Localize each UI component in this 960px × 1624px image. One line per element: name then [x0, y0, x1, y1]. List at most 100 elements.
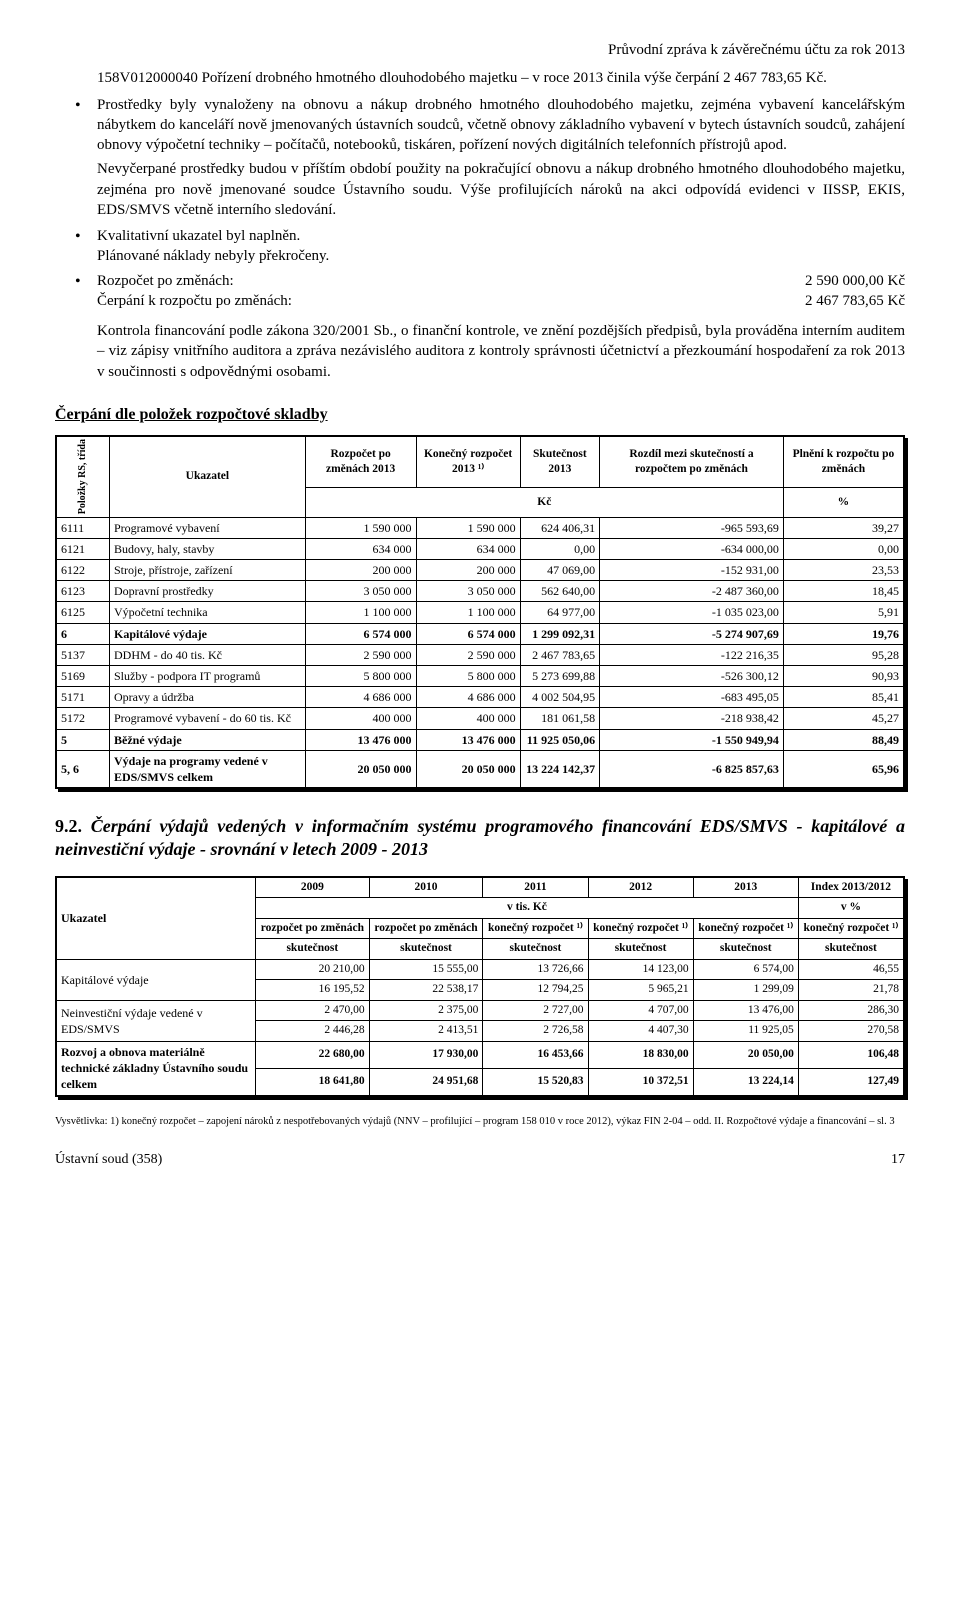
list-item: Rozpočet po změnách: 2 590 000,00 Kč Čer…: [97, 271, 905, 312]
cell-c6: 39,27: [783, 517, 903, 538]
cell-code: 6: [57, 623, 110, 644]
cell-value: 4 707,00: [588, 1000, 693, 1021]
table-row: 6123Dopravní prostředky3 050 0003 050 00…: [57, 581, 904, 602]
th-sub: skutečnost: [798, 939, 903, 960]
cell-value: 21,78: [798, 980, 903, 1001]
th-rozpocet: Rozpočet po změnách 2013: [305, 437, 416, 488]
cell-value: 270,58: [798, 1021, 903, 1042]
th-sub: skutečnost: [369, 939, 483, 960]
cell-value: 24 951,68: [369, 1068, 483, 1095]
bullet-text: Kvalitativní ukazatel byl naplněn.: [97, 228, 300, 244]
cell-label: Budovy, haly, stavby: [110, 538, 306, 559]
table-row: 6Kapitálové výdaje6 574 0006 574 0001 29…: [57, 623, 904, 644]
footer-left: Ústavní soud (358): [55, 1151, 162, 1170]
cell-c4: 64 977,00: [520, 602, 599, 623]
th-vpct: v %: [798, 898, 903, 919]
cell-value: 13 224,14: [693, 1068, 798, 1095]
drawdown-value: 2 467 783,65 Kč: [805, 291, 905, 311]
th-unit-kc: Kč: [305, 488, 783, 517]
cell-c2: 4 686 000: [305, 687, 416, 708]
kontrola-paragraph: Kontrola financování podle zákona 320/20…: [55, 321, 905, 382]
cell-c4: 1 299 092,31: [520, 623, 599, 644]
cell-code: 5169: [57, 665, 110, 686]
cell-c6: 85,41: [783, 687, 903, 708]
cell-c4: 562 640,00: [520, 581, 599, 602]
cell-c2: 2 590 000: [305, 644, 416, 665]
list-item: Prostředky byly vynaloženy na obnovu a n…: [97, 95, 905, 221]
cell-value: 286,30: [798, 1000, 903, 1021]
th-rozdil: Rozdíl mezi skutečností a rozpočtem po z…: [600, 437, 784, 488]
cell-label: Opravy a údržba: [110, 687, 306, 708]
cell-c2: 5 800 000: [305, 665, 416, 686]
cell-c4: 4 002 504,95: [520, 687, 599, 708]
cell-value: 13 476,00: [693, 1000, 798, 1021]
cell-value: 11 925,05: [693, 1021, 798, 1042]
cell-c4: 0,00: [520, 538, 599, 559]
cell-value: 16 453,66: [483, 1041, 588, 1068]
th-plneni: Plnění k rozpočtu po změnách: [783, 437, 903, 488]
cell-c5: -5 274 907,69: [600, 623, 784, 644]
cell-c2: 400 000: [305, 708, 416, 729]
th-skutecnost: Skutečnost 2013: [520, 437, 599, 488]
cell-c5: -1 550 949,94: [600, 729, 784, 750]
cell-c2: 1 100 000: [305, 602, 416, 623]
intro-paragraph: 158V012000040 Pořízení drobného hmotného…: [55, 68, 905, 88]
th-2012: 2012: [588, 877, 693, 898]
bullet-subtext: Nevyčerpané prostředky budou v příštím o…: [97, 159, 905, 220]
cell-c4: 5 273 699,88: [520, 665, 599, 686]
cell-c3: 5 800 000: [416, 665, 520, 686]
table-row: 5137DDHM - do 40 tis. Kč2 590 0002 590 0…: [57, 644, 904, 665]
cell-c5: -152 931,00: [600, 560, 784, 581]
cell-label: Programové vybavení: [110, 517, 306, 538]
cell-label: Kapitálové výdaje: [110, 623, 306, 644]
cell-label: DDHM - do 40 tis. Kč: [110, 644, 306, 665]
cell-c5: -122 216,35: [600, 644, 784, 665]
cell-c5: -218 938,42: [600, 708, 784, 729]
cell-c2: 1 590 000: [305, 517, 416, 538]
cell-value: 2 413,51: [369, 1021, 483, 1042]
cell-value: 14 123,00: [588, 959, 693, 980]
cell-value: 22 680,00: [256, 1041, 370, 1068]
cell-c3: 1 590 000: [416, 517, 520, 538]
th-unit-pct: %: [783, 488, 903, 517]
cell-c4: 624 406,31: [520, 517, 599, 538]
cell-code: 5137: [57, 644, 110, 665]
cell-c6: 90,93: [783, 665, 903, 686]
cell-c3: 400 000: [416, 708, 520, 729]
cell-c2: 6 574 000: [305, 623, 416, 644]
cell-value: 106,48: [798, 1041, 903, 1068]
cell-c5: -6 825 857,63: [600, 750, 784, 787]
cell-value: 18 641,80: [256, 1068, 370, 1095]
cell-c6: 19,76: [783, 623, 903, 644]
cell-code: 5172: [57, 708, 110, 729]
cell-c3: 13 476 000: [416, 729, 520, 750]
th-ukazatel: Ukazatel: [57, 877, 256, 959]
cell-value: 6 574,00: [693, 959, 798, 980]
cell-c4: 2 467 783,65: [520, 644, 599, 665]
cell-c4: 47 069,00: [520, 560, 599, 581]
section-heading-1: Čerpání dle položek rozpočtové skladby: [55, 404, 905, 426]
cell-c5: -1 035 023,00: [600, 602, 784, 623]
table-row: Kapitálové výdaje20 210,0015 555,0013 72…: [57, 959, 904, 980]
cell-c4: 181 061,58: [520, 708, 599, 729]
cell-c6: 95,28: [783, 644, 903, 665]
table-row: Rozvoj a obnova materiálně technické zák…: [57, 1041, 904, 1068]
cell-value: 20 210,00: [256, 959, 370, 980]
th-vtis: v tis. Kč: [256, 898, 799, 919]
cell-c3: 3 050 000: [416, 581, 520, 602]
th-sub: skutečnost: [693, 939, 798, 960]
cell-c2: 20 050 000: [305, 750, 416, 787]
th-sub: konečný rozpočet ¹⁾: [483, 918, 588, 939]
page-header-right: Průvodní zpráva k závěrečnému účtu za ro…: [55, 40, 905, 60]
budget-label: Rozpočet po změnách:: [97, 271, 234, 291]
table-row: 6122Stroje, přístroje, zařízení200 00020…: [57, 560, 904, 581]
table-row: Neinvestiční výdaje vedené v EDS/SMVS2 4…: [57, 1000, 904, 1021]
th-sub: skutečnost: [483, 939, 588, 960]
th-sub: konečný rozpočet ¹⁾: [693, 918, 798, 939]
cell-c6: 23,53: [783, 560, 903, 581]
table-row: 6125Výpočetní technika1 100 0001 100 000…: [57, 602, 904, 623]
cell-code: 6125: [57, 602, 110, 623]
cell-c2: 3 050 000: [305, 581, 416, 602]
footer-page-number: 17: [891, 1151, 905, 1170]
cell-c6: 5,91: [783, 602, 903, 623]
